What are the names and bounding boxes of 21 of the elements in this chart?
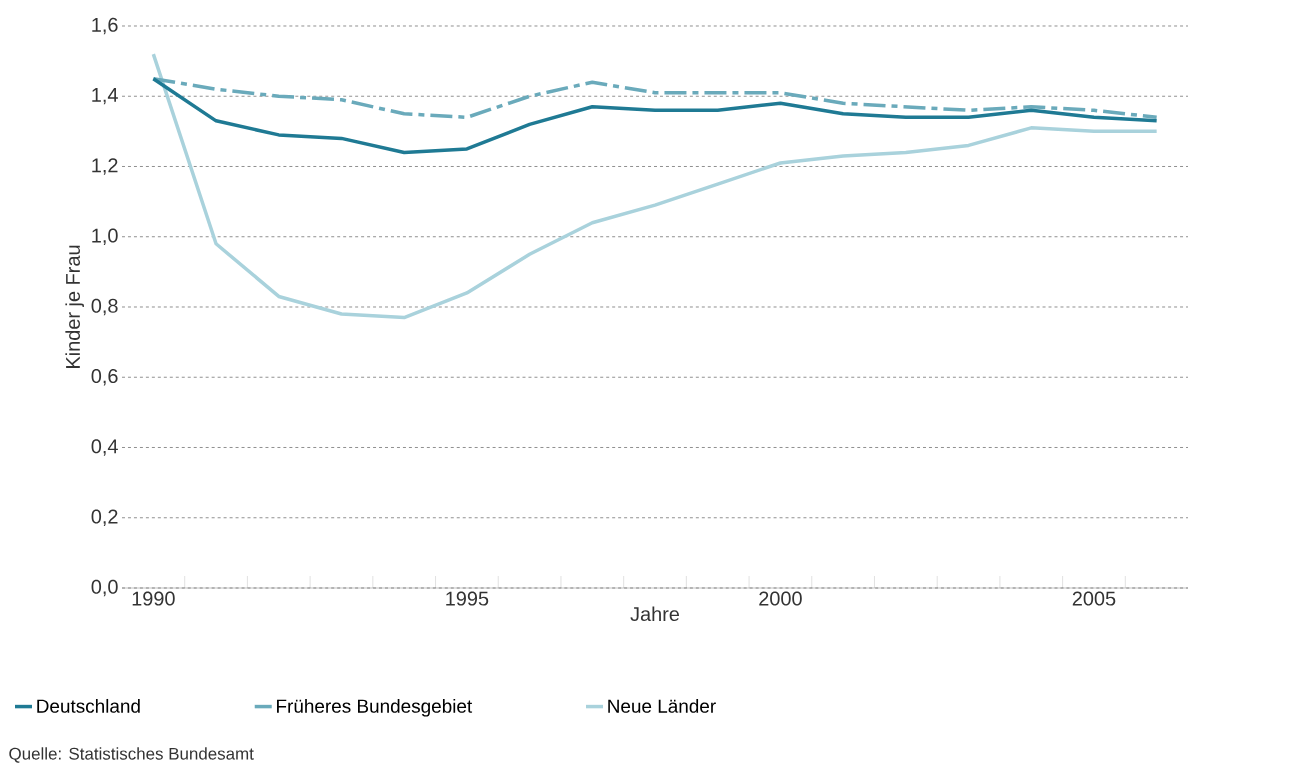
y-tick-label: 1,6 (92, 17, 118, 35)
y-tick-label: 0,4 (91, 439, 118, 456)
source-note: Quelle: Statistisches Bundesamt (9, 747, 254, 763)
line-series (151, 76, 1159, 155)
y-axis-title: Kinder je Frau (65, 245, 84, 368)
y-tick-label: 0,8 (91, 298, 118, 316)
x-tick-label: 2005 (1072, 591, 1116, 606)
x-tick-label: 1995 (446, 591, 489, 606)
x-axis-title: Jahre (630, 606, 680, 622)
legend-label: Früheres Bundesgebiet (277, 698, 473, 717)
y-tick-label: 1,2 (92, 158, 118, 175)
y-tick-label: 0,0 (91, 579, 118, 597)
y-tick-label: 1,0 (92, 228, 118, 245)
y-tick-label: 0,2 (91, 509, 118, 526)
x-tick-label: 1990 (132, 591, 175, 606)
x-tick-label: 2000 (759, 591, 802, 606)
y-tick-label: 0,6 (91, 369, 118, 386)
legend-label: Deutschland (37, 698, 140, 713)
y-tick-label: 1,4 (92, 88, 118, 105)
legend-label: Neue Länder (608, 698, 716, 713)
line-series (151, 52, 1159, 320)
